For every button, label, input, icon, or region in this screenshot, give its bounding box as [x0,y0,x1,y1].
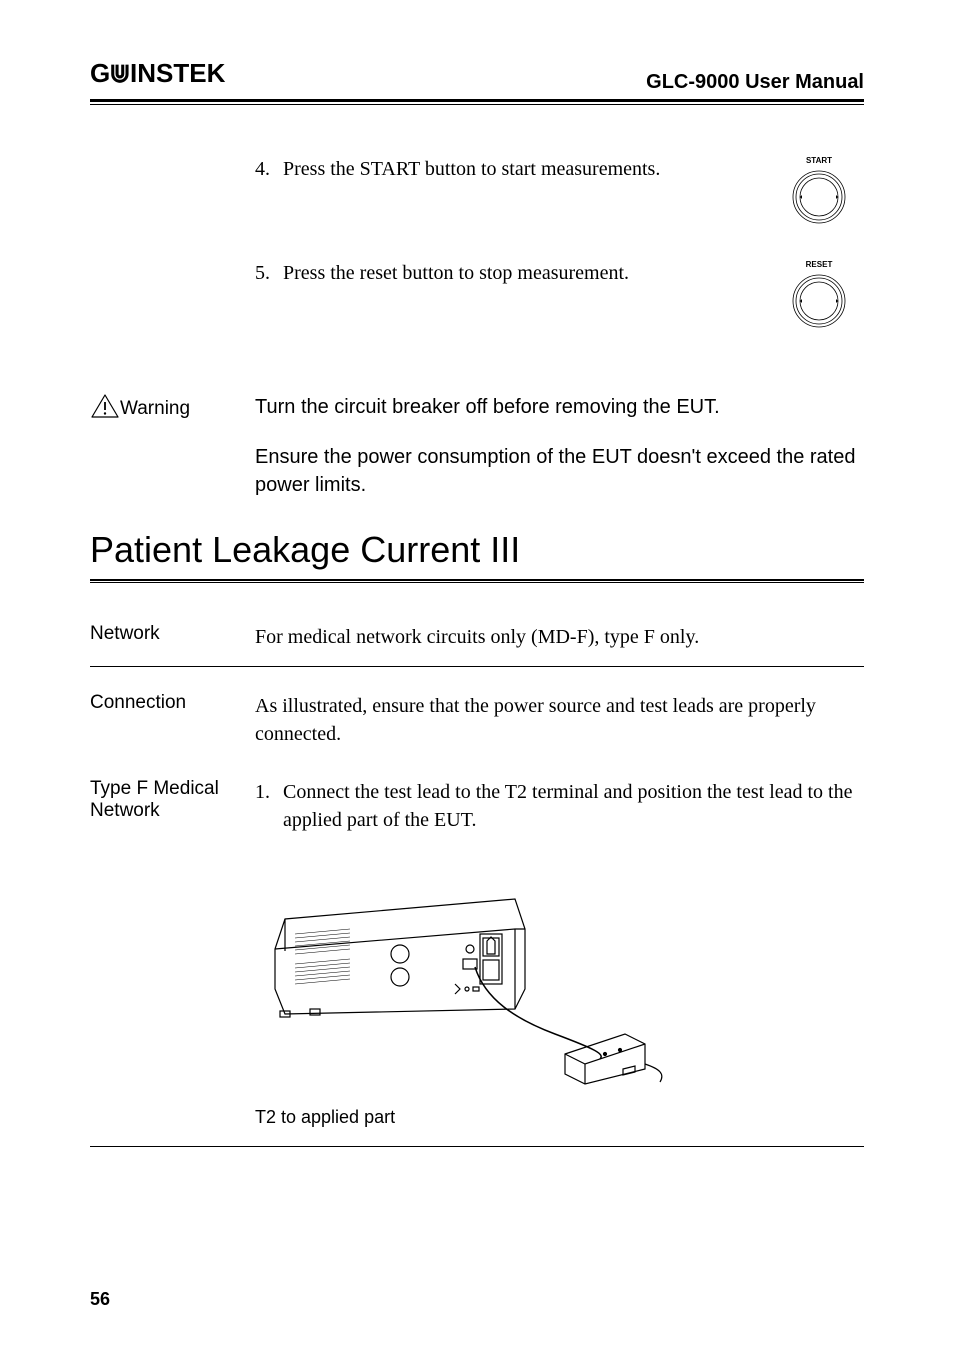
svg-text:⋓: ⋓ [109,60,132,88]
svg-text:INSTEK: INSTEK [130,60,226,88]
manual-title: GLC-9000 User Manual [646,71,864,94]
warning-row: Warning Turn the circuit breaker off bef… [90,393,864,499]
start-button-illustration: START [774,155,864,224]
step-number: 5. [255,259,283,287]
step-number: 1. [255,778,283,834]
network-row: Network For medical network circuits onl… [90,623,864,651]
step-number: 4. [255,155,283,183]
button-label: RESET [774,259,864,270]
page-number: 56 [90,1289,110,1310]
connection-row: Connection As illustrated, ensure that t… [90,692,864,748]
step-text: Press the START button to start measurem… [283,155,660,183]
step-text: Press the reset button to stop measureme… [283,259,629,287]
network-label: Network [90,623,255,651]
typef-step-text: Connect the test lead to the T2 terminal… [283,778,864,834]
connection-label: Connection [90,692,255,748]
device-caption: T2 to applied part [255,1105,864,1130]
button-label: START [774,155,864,166]
brand-logo: G ⋓ INSTEK [90,60,260,95]
warning-text-1: Turn the circuit breaker off before remo… [255,393,864,421]
network-text: For medical network circuits only (MD-F)… [255,623,864,651]
typef-label: Type F Medical Network [90,778,255,1130]
warning-text-2: Ensure the power consumption of the EUT … [255,443,864,499]
connection-text: As illustrated, ensure that the power so… [255,692,864,748]
reset-button-illustration: RESET [774,259,864,328]
device-illustration: T2 to applied part [255,859,864,1130]
step-4-row: 4. Press the START button to start measu… [90,155,864,363]
warning-icon [90,393,120,425]
warning-label: Warning [120,398,190,419]
section-heading: Patient Leakage Current III [90,529,864,571]
page-header: G ⋓ INSTEK GLC-9000 User Manual [90,60,864,102]
typef-row: Type F Medical Network 1. Connect the te… [90,778,864,1130]
